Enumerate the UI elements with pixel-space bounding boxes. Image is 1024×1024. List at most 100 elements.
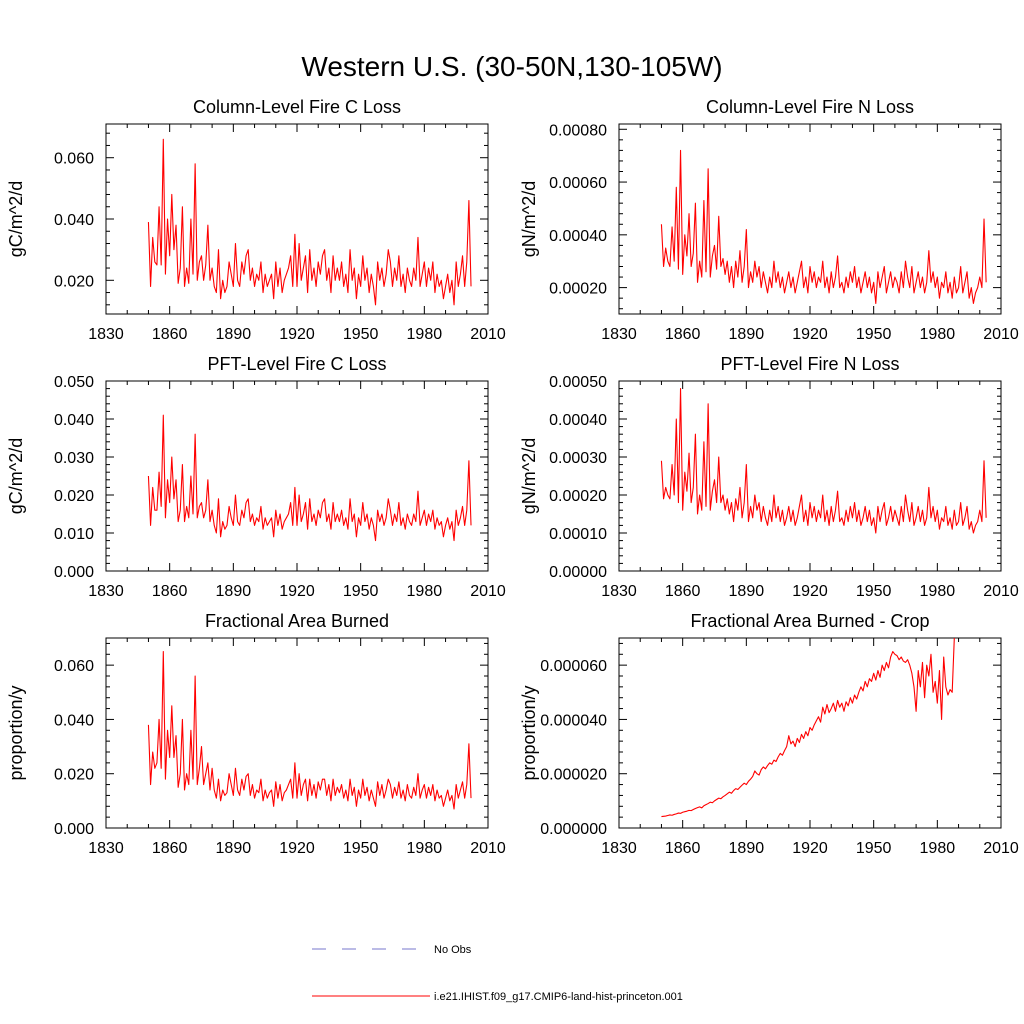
x-tick-label: 2010	[470, 840, 506, 857]
chart-panel-6: Fractional Area Burned - Crop proportion/…	[519, 611, 1019, 857]
x-tick-label: 1860	[665, 326, 701, 343]
x-tick-label: 2010	[470, 326, 506, 343]
x-tick-label: 1980	[920, 326, 956, 343]
x-tick-label: 1920	[279, 583, 315, 600]
x-tick-label: 1920	[792, 583, 828, 600]
x-tick-label: 2010	[470, 583, 506, 600]
x-tick-label: 1890	[729, 326, 765, 343]
x-tick-label: 1950	[343, 583, 379, 600]
y-tick-label: 0.000000	[540, 821, 607, 838]
x-tick-label: 2010	[983, 326, 1019, 343]
y-tick-label: 0.00080	[549, 122, 607, 139]
y-axis-label: gC/m^2/d	[6, 181, 26, 257]
x-tick-label: 1920	[792, 840, 828, 857]
panel-title: PFT-Level Fire C Loss	[207, 354, 386, 374]
y-tick-label: 0.050	[54, 374, 94, 391]
x-tick-label: 1890	[216, 326, 252, 343]
y-tick-label: 0.00060	[549, 175, 607, 192]
series-line	[661, 637, 955, 818]
x-tick-label: 1980	[407, 326, 443, 343]
y-axis-label: gC/m^2/d	[6, 438, 26, 514]
y-tick-label: 0.000020	[540, 767, 607, 784]
y-tick-label: 0.000060	[540, 658, 607, 675]
x-tick-label: 1890	[729, 583, 765, 600]
chart-panel-2: Column-Level Fire N Loss gN/m^2/d 1830 1860…	[519, 97, 1019, 343]
y-axis-label: proportion/y	[519, 685, 539, 780]
panel-title: Fractional Area Burned - Crop	[690, 611, 929, 631]
x-tick-label: 1830	[88, 326, 124, 343]
x-tick-label: 1890	[216, 840, 252, 857]
y-axis-label: gN/m^2/d	[519, 181, 539, 257]
x-tick-label: 1980	[920, 840, 956, 857]
x-tick-label: 1860	[665, 840, 701, 857]
x-tick-label: 1830	[601, 840, 637, 857]
x-tick-label: 1950	[856, 583, 892, 600]
x-tick-label: 1980	[407, 840, 443, 857]
x-tick-label: 1890	[729, 840, 765, 857]
x-tick-label: 2010	[983, 583, 1019, 600]
legend-label-no-obs: No Obs	[434, 944, 472, 956]
series-line	[147, 138, 472, 306]
x-tick-label: 1860	[665, 583, 701, 600]
x-tick-label: 1980	[920, 583, 956, 600]
chart-panel-1: Column-Level Fire C Loss gC/m^2/d 1830 1860…	[6, 97, 506, 343]
legend-label-model-run: i.e21.IHIST.f09_g17.CMIP6-land-hist-prin…	[434, 991, 683, 1003]
y-tick-label: 0.060	[54, 151, 94, 168]
panels: Column-Level Fire C Loss gC/m^2/d 1830 1860…	[6, 97, 1019, 857]
panel-title: PFT-Level Fire N Loss	[720, 354, 899, 374]
series-line	[147, 651, 472, 810]
y-tick-label: 0.00010	[549, 526, 607, 543]
x-tick-label: 1950	[343, 840, 379, 857]
y-tick-label: 0.040	[54, 412, 94, 429]
x-tick-label: 1920	[792, 326, 828, 343]
plot-frame	[105, 380, 489, 572]
panel-title: Column-Level Fire C Loss	[193, 97, 401, 117]
y-tick-label: 0.000	[54, 821, 94, 838]
panel-title: Fractional Area Burned	[205, 611, 389, 631]
x-tick-label: 1830	[601, 326, 637, 343]
x-tick-label: 1830	[88, 840, 124, 857]
y-tick-label: 0.000040	[540, 712, 607, 729]
panel-title: Column-Level Fire N Loss	[706, 97, 914, 117]
x-tick-label: 1860	[152, 840, 188, 857]
y-axis-label: proportion/y	[6, 685, 26, 780]
y-axis-label: gN/m^2/d	[519, 438, 539, 514]
y-tick-label: 0.030	[54, 450, 94, 467]
x-tick-label: 2010	[983, 840, 1019, 857]
y-tick-label: 0.00020	[549, 281, 607, 298]
x-tick-label: 1920	[279, 326, 315, 343]
y-tick-label: 0.000	[54, 564, 94, 581]
x-tick-label: 1950	[343, 326, 379, 343]
x-tick-label: 1830	[601, 583, 637, 600]
y-tick-label: 0.040	[54, 712, 94, 729]
x-tick-label: 1830	[88, 583, 124, 600]
y-tick-label: 0.00050	[549, 374, 607, 391]
x-tick-label: 1860	[152, 583, 188, 600]
figure-title: Western U.S. (30-50N,130-105W)	[301, 51, 722, 82]
y-tick-label: 0.010	[54, 526, 94, 543]
legend: No Obs i.e21.IHIST.f09_g17.CMIP6-land-hi…	[312, 944, 683, 1003]
y-tick-label: 0.00040	[549, 412, 607, 429]
y-tick-label: 0.020	[54, 488, 94, 505]
y-tick-label: 0.020	[54, 767, 94, 784]
y-tick-label: 0.040	[54, 212, 94, 229]
chart-panel-5: Fractional Area Burned proportion/y 1830 18…	[6, 611, 506, 857]
series-line	[660, 149, 987, 304]
y-tick-label: 0.00000	[549, 564, 607, 581]
series-line	[660, 388, 987, 534]
series-line	[147, 414, 472, 542]
x-tick-label: 1980	[407, 583, 443, 600]
x-tick-label: 1950	[856, 840, 892, 857]
chart-panel-4: PFT-Level Fire N Loss gN/m^2/d 1830 1860 189…	[519, 354, 1019, 600]
plot-frame	[618, 380, 1002, 572]
chart-panel-3: PFT-Level Fire C Loss gC/m^2/d 1830 1860 189…	[6, 354, 506, 600]
y-tick-label: 0.00020	[549, 488, 607, 505]
x-tick-label: 1950	[856, 326, 892, 343]
x-tick-label: 1860	[152, 326, 188, 343]
y-tick-label: 0.020	[54, 273, 94, 290]
x-tick-label: 1920	[279, 840, 315, 857]
y-tick-label: 0.00030	[549, 450, 607, 467]
x-tick-label: 1890	[216, 583, 252, 600]
y-tick-label: 0.00040	[549, 228, 607, 245]
